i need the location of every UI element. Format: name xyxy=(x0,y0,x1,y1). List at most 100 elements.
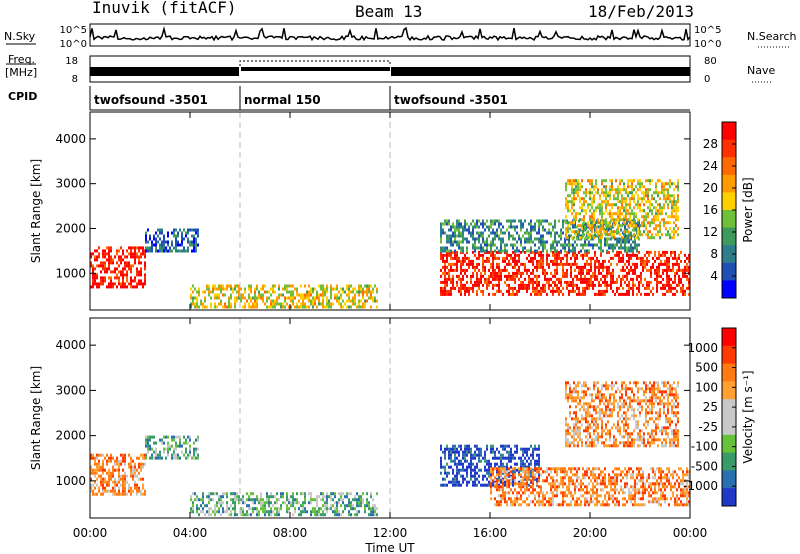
range-cell xyxy=(554,289,556,293)
range-cell xyxy=(597,203,599,207)
range-cell xyxy=(657,212,659,216)
range-cell xyxy=(116,276,118,280)
range-cell xyxy=(630,234,632,238)
range-cell xyxy=(625,197,627,201)
range-cell xyxy=(550,234,552,238)
range-cell xyxy=(222,293,224,297)
range-cell xyxy=(92,471,94,475)
range-cell xyxy=(189,450,191,454)
range-cell xyxy=(518,491,520,495)
range-cell xyxy=(609,197,611,201)
range-cell xyxy=(464,450,466,454)
range-cell xyxy=(478,286,480,290)
range-cell xyxy=(480,243,482,247)
range-cell xyxy=(452,231,454,235)
range-cell xyxy=(677,200,679,204)
range-cell xyxy=(520,467,522,471)
range-cell xyxy=(448,465,450,469)
range-cell xyxy=(520,494,522,498)
range-cell xyxy=(544,289,546,293)
range-cell xyxy=(340,495,342,499)
range-cell xyxy=(662,250,664,254)
range-cell xyxy=(492,467,494,471)
range-cell xyxy=(604,473,606,477)
range-cell xyxy=(147,447,149,451)
range-cell xyxy=(498,470,500,474)
range-cell xyxy=(538,453,540,457)
range-cell xyxy=(134,480,136,484)
range-cell xyxy=(106,270,108,274)
range-cell xyxy=(569,194,571,198)
range-cell xyxy=(96,492,98,496)
range-cell xyxy=(514,497,516,501)
range-cell xyxy=(486,283,488,287)
range-cell xyxy=(308,492,310,496)
range-cell xyxy=(504,265,506,269)
range-cell xyxy=(116,480,118,484)
range-cell xyxy=(132,489,134,493)
range-cell xyxy=(334,495,336,499)
range-cell xyxy=(614,488,616,492)
range-cell xyxy=(108,282,110,286)
range-cell xyxy=(584,277,586,281)
range-cell xyxy=(193,453,195,457)
range-cell xyxy=(594,473,596,477)
range-cell xyxy=(502,292,504,296)
range-cell xyxy=(514,274,516,278)
range-cell xyxy=(646,488,648,492)
range-cell xyxy=(680,467,682,471)
range-cell xyxy=(332,504,334,508)
range-cell xyxy=(600,265,602,269)
range-cell xyxy=(492,262,494,266)
range-cell xyxy=(574,491,576,495)
range-cell xyxy=(544,277,546,281)
range-cell xyxy=(478,459,480,463)
range-cell xyxy=(167,453,169,457)
range-cell xyxy=(220,284,222,288)
range-cell xyxy=(132,285,134,289)
range-cell xyxy=(147,246,149,250)
range-cell xyxy=(612,494,614,498)
range-cell xyxy=(490,265,492,269)
range-cell xyxy=(596,274,598,278)
range-cell xyxy=(350,290,352,294)
range-cell xyxy=(346,495,348,499)
y-tick-label: 1000 xyxy=(55,266,86,280)
range-cell xyxy=(584,497,586,501)
range-cell xyxy=(522,482,524,486)
range-cell xyxy=(673,236,675,240)
range-cell xyxy=(194,492,196,496)
range-cell xyxy=(585,194,587,198)
range-cell xyxy=(464,256,466,260)
range-cell xyxy=(104,489,106,493)
range-cell xyxy=(476,277,478,281)
range-cell xyxy=(649,236,651,240)
range-cell xyxy=(502,491,504,495)
range-cell xyxy=(102,480,104,484)
range-cell xyxy=(189,228,191,232)
range-cell xyxy=(306,290,308,294)
range-cell xyxy=(476,465,478,469)
range-cell xyxy=(234,492,236,496)
range-cell xyxy=(112,258,114,262)
range-cell xyxy=(175,243,177,247)
range-cell xyxy=(602,476,604,480)
range-cell xyxy=(500,467,502,471)
range-cell xyxy=(654,253,656,257)
range-cell xyxy=(524,262,526,266)
range-cell xyxy=(648,268,650,272)
range-cell xyxy=(619,200,621,204)
range-cell xyxy=(272,305,274,309)
range-cell xyxy=(442,259,444,263)
range-cell xyxy=(500,456,502,460)
range-cell xyxy=(592,234,594,238)
range-cell xyxy=(500,289,502,293)
range-cell xyxy=(496,277,498,281)
range-cell xyxy=(316,498,318,502)
range-cell xyxy=(494,234,496,238)
range-cell xyxy=(376,305,378,309)
range-cell xyxy=(195,246,197,250)
range-cell xyxy=(592,280,594,284)
range-cell xyxy=(675,200,677,204)
range-cell xyxy=(626,485,628,489)
